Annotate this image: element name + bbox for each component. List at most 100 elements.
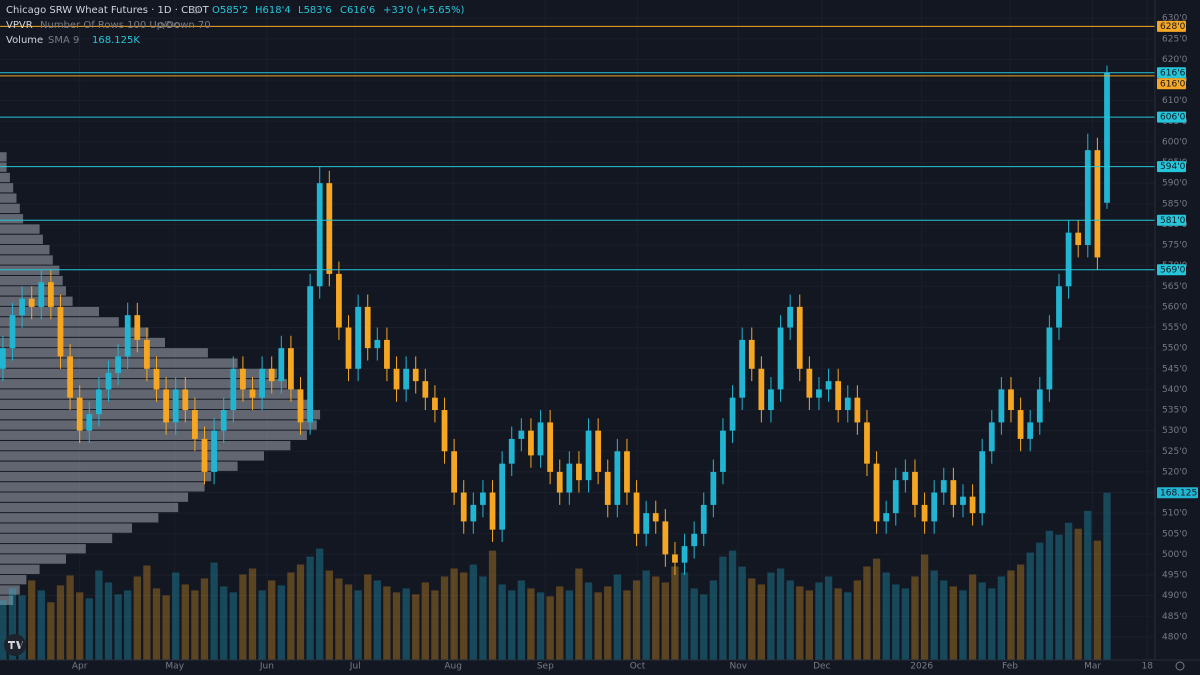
volume-bar — [181, 584, 189, 660]
candle-body — [969, 496, 976, 514]
candle-body — [979, 451, 986, 514]
settings-dot[interactable] — [158, 22, 164, 28]
volume-bar — [277, 585, 285, 660]
x-tick-label: Nov — [730, 662, 748, 672]
settings-button[interactable] — [1175, 661, 1185, 671]
profile-row — [0, 234, 43, 245]
volume-bar — [1074, 528, 1082, 660]
profile-row — [0, 585, 20, 595]
volume-settings: SMA 9 — [48, 35, 79, 46]
y-tick-label: 510'0 — [1162, 509, 1188, 519]
volume-bar — [325, 570, 333, 660]
candle-body — [441, 410, 448, 452]
candle-body — [355, 306, 361, 369]
volume-bar — [911, 576, 919, 660]
volume-bar — [1084, 510, 1092, 660]
candle-body — [192, 410, 198, 439]
ohlc-change: +33'0 (+5.65%) — [383, 5, 464, 16]
candle-body — [163, 389, 169, 423]
logo[interactable] — [4, 634, 26, 656]
x-tick-label: Aug — [444, 662, 462, 672]
candle-body — [643, 513, 650, 534]
candle-body — [76, 397, 83, 431]
volume-bar — [661, 582, 669, 660]
volume-bar — [940, 580, 948, 660]
volume-bar — [191, 590, 199, 660]
volume-bar — [805, 590, 814, 660]
volume-bar — [690, 588, 698, 660]
candle-body — [28, 298, 35, 307]
candle-body — [1036, 389, 1043, 423]
volume-bar — [316, 548, 324, 660]
volume-bar — [248, 568, 257, 660]
y-tick-label: 625'0 — [1162, 34, 1188, 44]
candle-body — [1084, 150, 1091, 246]
x-tick-label: Dec — [813, 662, 830, 672]
price-tag — [1157, 67, 1186, 79]
candle-body — [825, 381, 832, 390]
chart-title: Chicago SRW Wheat Futures · 1D · CBOT — [6, 5, 210, 16]
volume-bar — [786, 580, 794, 660]
profile-row — [0, 172, 10, 183]
candle-body — [547, 422, 554, 472]
y-tick-label: 550'0 — [1162, 344, 1188, 354]
volume-bar — [0, 600, 7, 660]
volume-bar — [114, 594, 122, 660]
price-tag — [1157, 264, 1186, 276]
profile-row — [0, 502, 179, 513]
price-tag — [1157, 20, 1186, 32]
y-tick-label: 500'0 — [1162, 550, 1188, 560]
candle-body — [556, 471, 563, 493]
settings-dot[interactable] — [174, 22, 180, 28]
status-icon[interactable] — [192, 6, 200, 14]
volume-bar — [488, 550, 497, 660]
price-tag — [1157, 214, 1186, 226]
candle-body — [412, 368, 419, 382]
volume-bar — [920, 554, 929, 660]
y-tick-label: 575'0 — [1162, 241, 1188, 251]
logo-mark[interactable] — [8, 641, 23, 649]
volume-bar — [1007, 570, 1015, 660]
y-tick-label: 555'0 — [1162, 323, 1188, 333]
logo-badge[interactable] — [4, 634, 26, 656]
volume-bar — [104, 582, 113, 660]
settings-dot[interactable] — [166, 22, 172, 28]
candle-body — [307, 286, 313, 423]
candle-body — [700, 504, 707, 534]
volume-bar — [978, 582, 986, 660]
volume-bar — [220, 586, 228, 660]
volume-bar — [556, 586, 564, 660]
candle-body — [892, 480, 899, 514]
volume-bar — [988, 588, 996, 660]
y-tick-label: 540'0 — [1162, 385, 1188, 395]
volume-bar — [460, 572, 468, 660]
candle-body — [1046, 327, 1053, 390]
y-tick-label: 590'0 — [1162, 179, 1188, 189]
candle-body — [566, 463, 573, 493]
ohlc-open: O585'2 — [212, 5, 248, 16]
volume-bar — [632, 580, 641, 660]
y-tick-label: 620'0 — [1162, 55, 1188, 65]
price-tag-label: 616'0 — [1160, 79, 1186, 89]
profile-row — [0, 399, 311, 410]
profile-row — [0, 348, 208, 358]
volume-bar — [479, 576, 487, 660]
volume-bar — [508, 590, 516, 660]
candle-body — [1017, 410, 1024, 439]
y-tick-label: 490'0 — [1162, 591, 1188, 601]
volume-bar — [66, 575, 74, 660]
profile-row — [0, 193, 17, 203]
profile-row — [0, 224, 40, 234]
volume-bar — [172, 572, 180, 660]
gear-icon[interactable] — [1175, 661, 1185, 671]
profile-row — [0, 296, 73, 306]
volume-bar — [623, 590, 631, 660]
volume-bar — [892, 584, 900, 660]
volume-bar — [728, 550, 737, 660]
candle-body — [652, 513, 659, 522]
candle-body — [739, 339, 746, 398]
candle-body — [240, 368, 246, 390]
candle-body — [518, 430, 525, 439]
volume-bar — [124, 590, 132, 660]
